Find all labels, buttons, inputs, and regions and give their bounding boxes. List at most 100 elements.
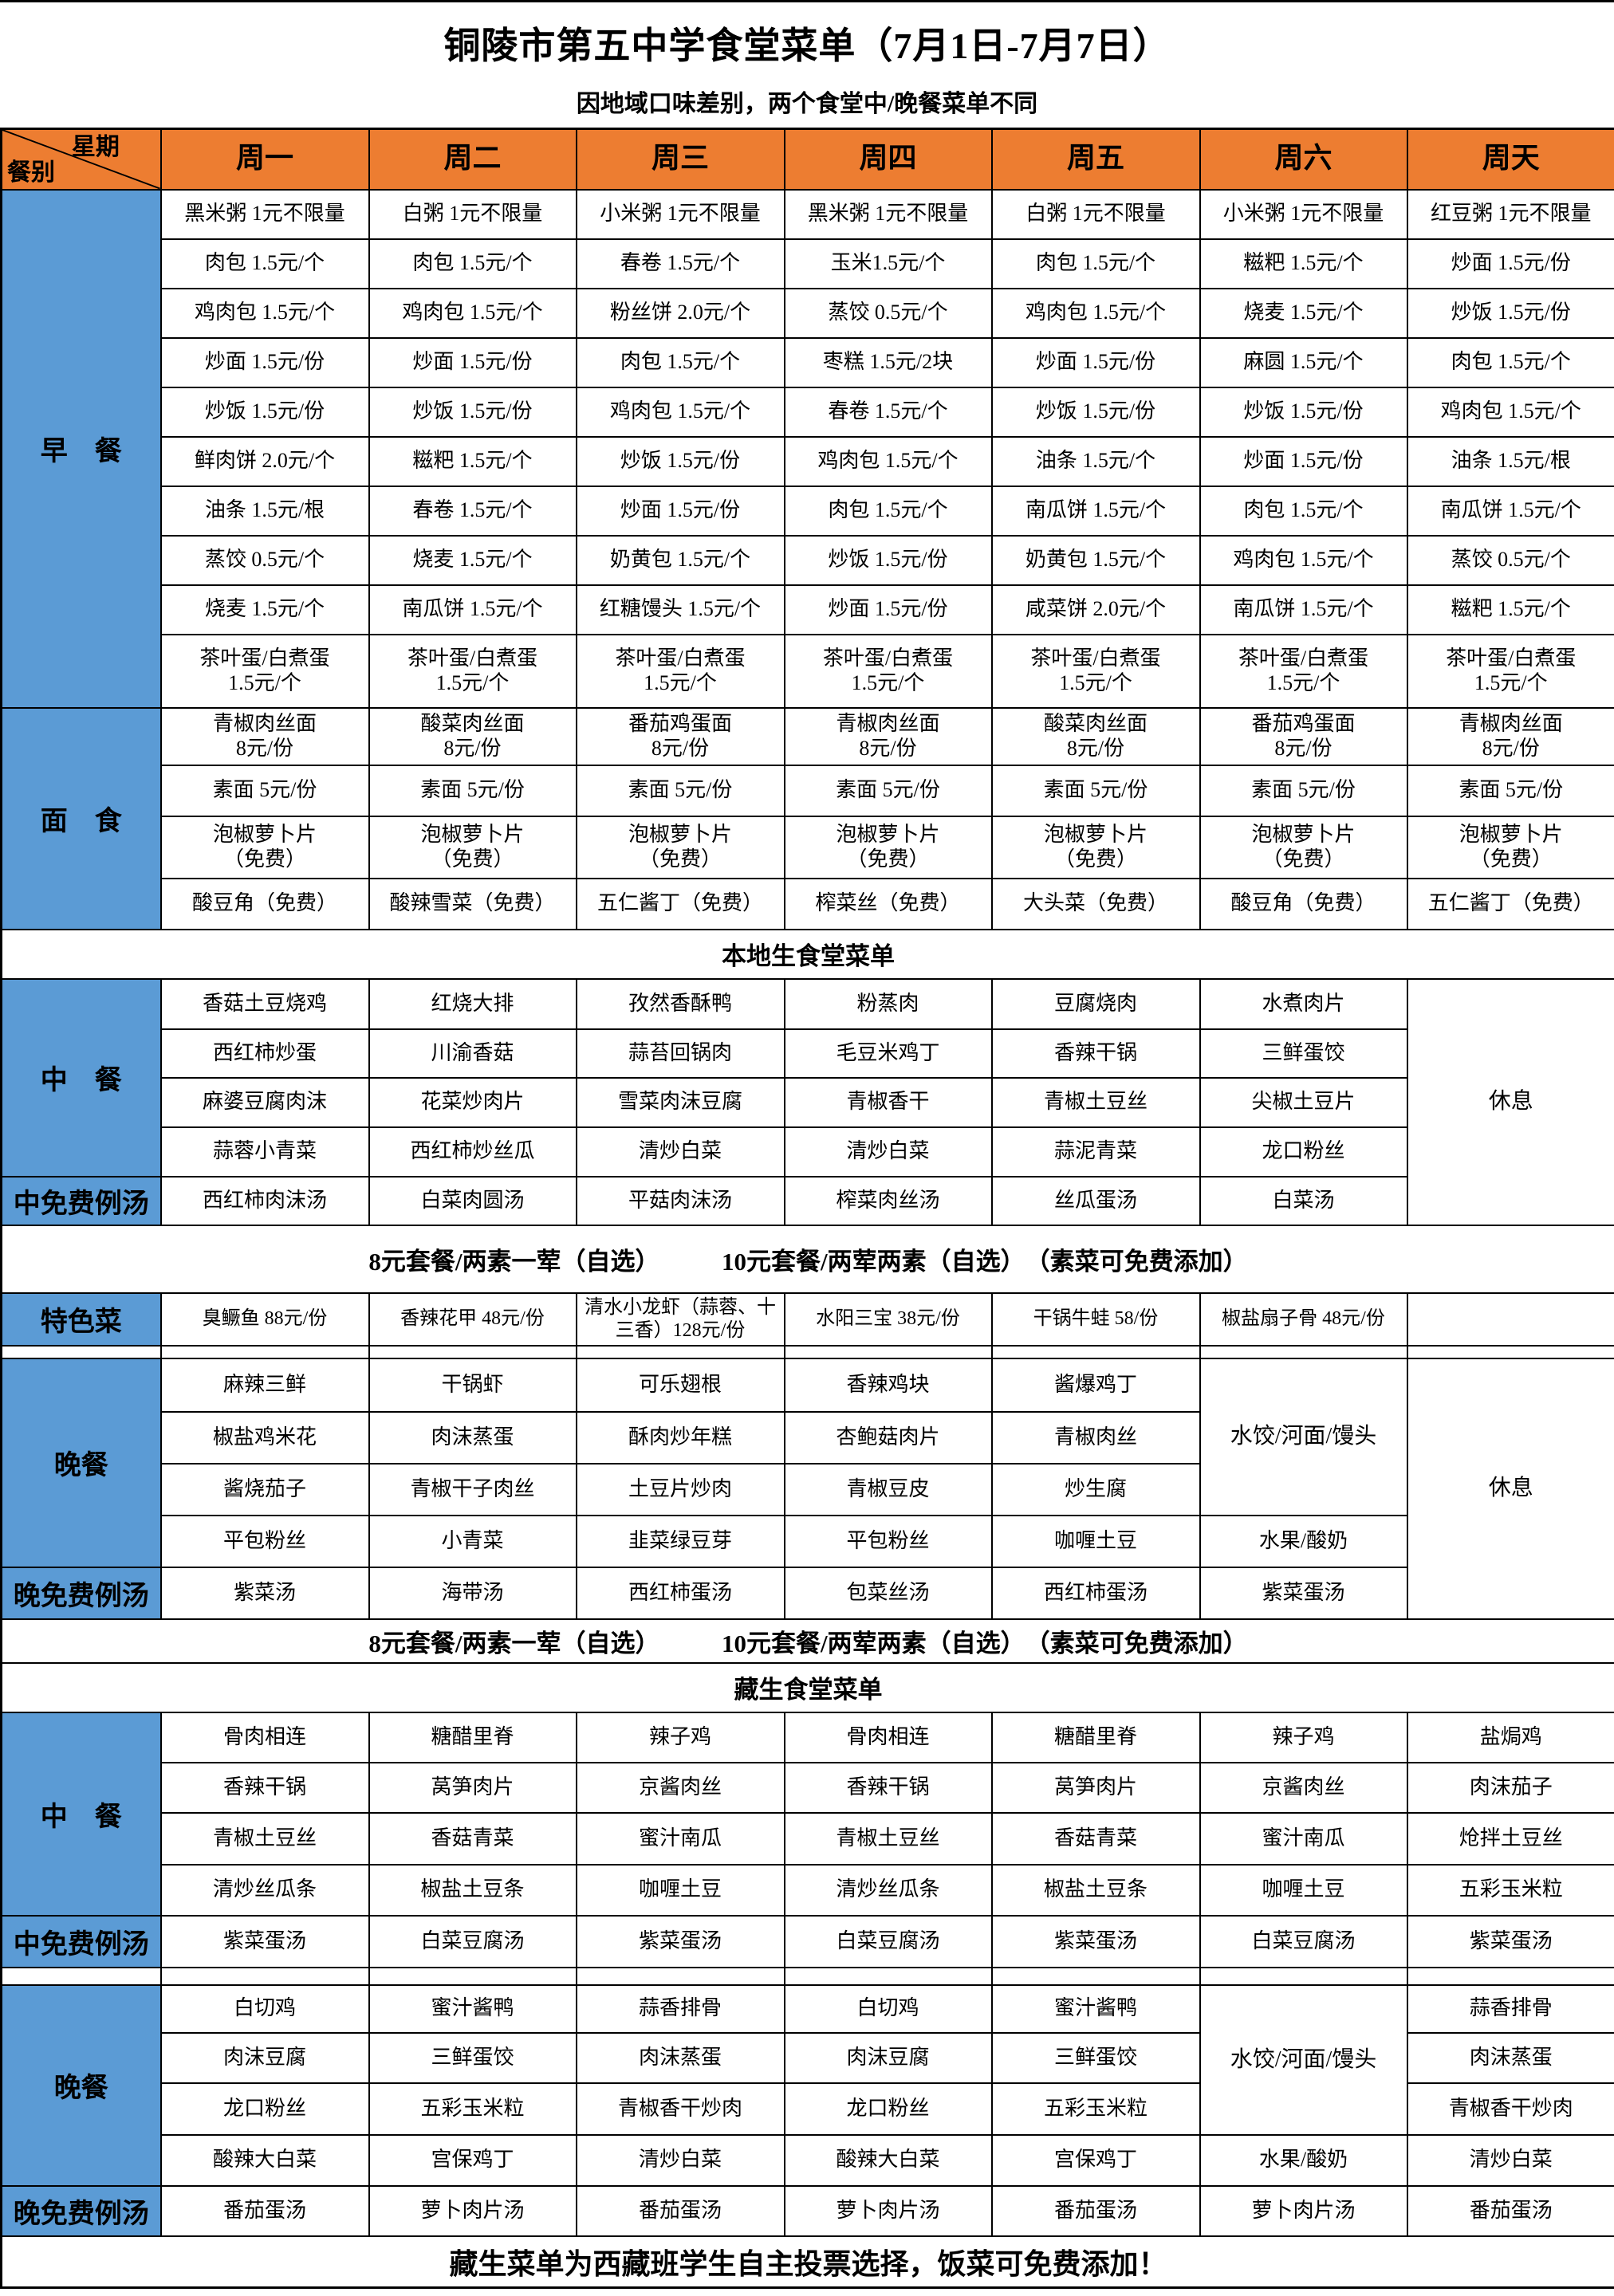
menu-cell: 泡椒萝卜片 （免费） bbox=[575, 815, 785, 879]
spacer-cell bbox=[159, 1966, 370, 1986]
local-canteen-title: 本地生食堂菜单 bbox=[0, 928, 1614, 980]
menu-cell: 休息 bbox=[1406, 1357, 1614, 1620]
dinner-local-row: 椒盐鸡米花 肉沫蒸蛋 酥肉炒年糕 杏鲍菇肉片 青椒肉丝 bbox=[2, 1410, 1614, 1464]
menu-cell: 小米粥 1元不限量 bbox=[1199, 188, 1408, 240]
menu-cell: 糍粑 1.5元/个 bbox=[368, 435, 577, 487]
menu-cell: 紫菜蛋汤 bbox=[1406, 1914, 1614, 1968]
menu-cell: 番茄蛋汤 bbox=[575, 2184, 785, 2237]
lunch-local-row: 麻婆豆腐肉沫 花菜炒肉片 雪菜肉沫豆腐 青椒香干 青椒土豆丝 尖椒土豆片 bbox=[2, 1076, 1614, 1128]
menu-cell: 炒面 1.5元/份 bbox=[990, 336, 1201, 388]
menu-cell: 清炒白菜 bbox=[575, 1126, 785, 1177]
menu-cell: 龙口粉丝 bbox=[1199, 1126, 1408, 1177]
menu-cell: 南瓜饼 1.5元/个 bbox=[1406, 485, 1614, 537]
breakfast-row: 茶叶蛋/白煮蛋 1.5元/个 茶叶蛋/白煮蛋 1.5元/个 茶叶蛋/白煮蛋 1.5元… bbox=[2, 633, 1614, 709]
menu-cell: 素面 5元/份 bbox=[990, 764, 1201, 817]
menu-cell: 孜然香酥鸭 bbox=[575, 977, 785, 1030]
spacer-cell bbox=[783, 1344, 993, 1359]
menu-cell: 清水小龙虾（蒜蓉、十三香）128元/份 bbox=[575, 1292, 785, 1347]
menu-cell: 川渝香菇 bbox=[368, 1028, 577, 1079]
menu-cell: 咸菜饼 2.0元/个 bbox=[990, 584, 1201, 635]
menu-cell: 五彩玉米粒 bbox=[368, 2082, 577, 2136]
menu-cell: 肉沫蒸蛋 bbox=[1406, 2031, 1614, 2084]
menu-cell: 酸菜肉丝面 8元/份 bbox=[368, 706, 577, 766]
dinner-zang-row: 晚餐 白切鸡 蜜汁酱鸭 蒜香排骨 白切鸡 蜜汁酱鸭 水饺/河面/馒头 蒜香排骨 bbox=[0, 1983, 1614, 2187]
spacer-cell bbox=[990, 1344, 1201, 1359]
menu-cell: 香菇土豆烧鸡 bbox=[159, 977, 370, 1030]
zang-canteen-title: 藏生食堂菜单 bbox=[0, 1661, 1614, 1713]
breakfast-row: 炒面 1.5元/份 炒面 1.5元/份 肉包 1.5元/个 枣糕 1.5元/2块 炒面 … bbox=[2, 336, 1614, 388]
menu-cell: 酸辣雪菜（免费） bbox=[368, 877, 577, 930]
menu-cell: 五仁酱丁（免费） bbox=[575, 877, 785, 930]
menu-cell: 丝瓜蛋汤 bbox=[990, 1175, 1201, 1226]
menu-cell: 酱烧茄子 bbox=[159, 1462, 370, 1516]
menu-cell: 素面 5元/份 bbox=[575, 764, 785, 817]
noodles-row: 素面 5元/份 素面 5元/份 素面 5元/份 素面 5元/份 素面 5元/份 素面 5元… bbox=[2, 764, 1614, 817]
menu-cell: 炒饭 1.5元/份 bbox=[575, 435, 785, 487]
lunch-zang-row: 清炒丝瓜条 椒盐土豆条 咖喱土豆 清炒丝瓜条 椒盐土豆条 咖喱土豆 五彩玉米粒 bbox=[2, 1863, 1614, 1917]
meal-category-label-dinner-zang: 晚餐 bbox=[0, 1983, 162, 2187]
menu-cell: 泡椒萝卜片 （免费） bbox=[783, 815, 993, 879]
menu-cell: 肉包 1.5元/个 bbox=[368, 238, 577, 289]
footer-note-row: 藏生菜单为西藏班学生自主投票选择，饭菜可免费添加！ bbox=[0, 2235, 1614, 2289]
corner-cell: 星期 餐别 bbox=[0, 128, 162, 191]
menu-cell: 青椒香干 bbox=[783, 1076, 993, 1128]
spacer-cell bbox=[1199, 1344, 1408, 1359]
menu-cell: 西红柿炒丝瓜 bbox=[368, 1126, 577, 1177]
menu-cell: 水果/酸奶 bbox=[1199, 2133, 1408, 2187]
menu-cell: 酱爆鸡丁 bbox=[990, 1357, 1201, 1413]
menu-cell: 炒饭 1.5元/份 bbox=[783, 534, 993, 586]
menu-cell: 肉沫蒸蛋 bbox=[575, 2031, 785, 2084]
menu-cell: 清炒白菜 bbox=[783, 1126, 993, 1177]
menu-cell: 鸡肉包 1.5元/个 bbox=[990, 287, 1201, 339]
menu-cell: 海带汤 bbox=[368, 1566, 577, 1620]
menu-cell: 茶叶蛋/白煮蛋 1.5元/个 bbox=[990, 633, 1201, 709]
menu-cell: 青椒肉丝面 8元/份 bbox=[159, 706, 370, 766]
menu-cell: 可乐翅根 bbox=[575, 1357, 785, 1413]
local-canteen-title-row: 本地生食堂菜单 bbox=[0, 928, 1614, 980]
menu-cell: 香辣干锅 bbox=[783, 1761, 993, 1814]
menu-cell: 青椒肉丝面 8元/份 bbox=[1406, 706, 1614, 766]
menu-cell: 平包粉丝 bbox=[783, 1514, 993, 1568]
menu-cell: 炒面 1.5元/份 bbox=[1406, 238, 1614, 289]
menu-cell: 番茄鸡蛋面 8元/份 bbox=[1199, 706, 1408, 766]
breakfast-row: 油条 1.5元/根 春卷 1.5元/个 炒面 1.5元/份 肉包 1.5元/个 南瓜饼 … bbox=[2, 485, 1614, 537]
dinner-local-row: 晚餐 麻辣三鲜 干锅虾 可乐翅根 香辣鸡块 酱爆鸡丁 水饺/河面/馒头 休息 bbox=[0, 1357, 1614, 1620]
menu-cell bbox=[1406, 1292, 1614, 1347]
menu-cell: 平菇肉沫汤 bbox=[575, 1175, 785, 1226]
menu-cell: 奶黄包 1.5元/个 bbox=[575, 534, 785, 586]
menu-cell: 糖醋里脊 bbox=[368, 1711, 577, 1763]
menu-cell: 肉包 1.5元/个 bbox=[783, 485, 993, 537]
menu-cell: 土豆片炒肉 bbox=[575, 1462, 785, 1516]
special-row: 特色菜 臭鳜鱼 88元/份 香辣花甲 48元/份 清水小龙虾（蒜蓉、十三香）128元/… bbox=[0, 1292, 1614, 1347]
breakfast-row: 炒饭 1.5元/份 炒饭 1.5元/份 鸡肉包 1.5元/个 春卷 1.5元/个 炒饭 … bbox=[2, 386, 1614, 438]
menu-cell: 西红柿炒蛋 bbox=[159, 1028, 370, 1079]
day-header-6: 周六 bbox=[1199, 128, 1408, 191]
spacer-cell bbox=[159, 1344, 370, 1359]
menu-cell: 素面 5元/份 bbox=[368, 764, 577, 817]
breakfast-row: 肉包 1.5元/个 肉包 1.5元/个 春卷 1.5元/个 玉米1.5元/个 肉包 1.… bbox=[2, 238, 1614, 289]
menu-cell: 白菜豆腐汤 bbox=[368, 1914, 577, 1968]
menu-cell: 萝卜肉片汤 bbox=[783, 2184, 993, 2237]
menu-cell: 油条 1.5元/个 bbox=[990, 435, 1201, 487]
menu-cell: 鸡肉包 1.5元/个 bbox=[575, 386, 785, 438]
lunch-zang-soup-row: 中免费例汤 紫菜蛋汤 白菜豆腐汤 紫菜蛋汤 白菜豆腐汤 紫菜蛋汤 白菜豆腐汤 紫菜蛋汤 bbox=[0, 1914, 1614, 1968]
breakfast-row: 鲜肉饼 2.0元/个 糍粑 1.5元/个 炒饭 1.5元/份 鸡肉包 1.5元/个 油条… bbox=[2, 435, 1614, 487]
menu-cell: 龙口粉丝 bbox=[159, 2082, 370, 2136]
menu-cell: 肉包 1.5元/个 bbox=[990, 238, 1201, 289]
menu-cell: 香辣鸡块 bbox=[783, 1357, 993, 1413]
menu-cell: 韭菜绿豆芽 bbox=[575, 1514, 785, 1568]
menu-cell: 青椒土豆丝 bbox=[990, 1076, 1201, 1128]
menu-cell: 糖醋里脊 bbox=[990, 1711, 1201, 1763]
menu-cell: 白菜肉圆汤 bbox=[368, 1175, 577, 1226]
menu-cell: 肉沫豆腐 bbox=[783, 2031, 993, 2084]
breakfast-row: 早 餐黑米粥 1元不限量 白粥 1元不限量 小米粥 1元不限量 黑米粥 1元不限量 白粥… bbox=[0, 188, 1614, 709]
menu-cell: 香辣干锅 bbox=[990, 1028, 1201, 1079]
menu-cell: 包菜丝汤 bbox=[783, 1566, 993, 1620]
menu-cell: 榨菜丝（免费） bbox=[783, 877, 993, 930]
menu-cell: 杏鲍菇肉片 bbox=[783, 1410, 993, 1464]
lunch-zang-row: 香辣干锅 莴笋肉片 京酱肉丝 香辣干锅 莴笋肉片 京酱肉丝 肉沫茄子 bbox=[2, 1761, 1614, 1814]
menu-cell: 骨肉相连 bbox=[159, 1711, 370, 1763]
menu-cell: 麻辣三鲜 bbox=[159, 1357, 370, 1413]
menu-cell: 盐焗鸡 bbox=[1406, 1711, 1614, 1763]
